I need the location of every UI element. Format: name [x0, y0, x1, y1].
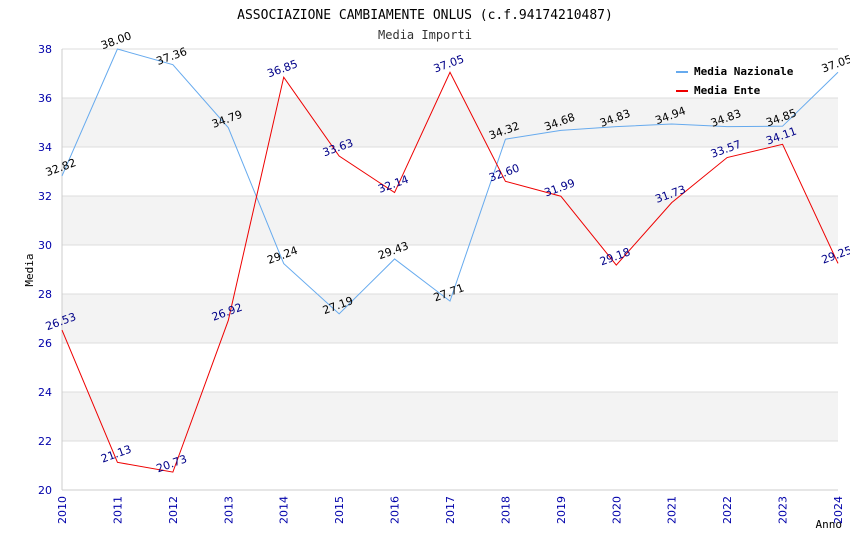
y-axis-label: Media: [23, 253, 36, 286]
x-tick-label: 2017: [444, 496, 457, 524]
data-label: 32.60: [487, 162, 521, 185]
chart-subtitle: Media Importi: [378, 28, 472, 42]
y-tick-label: 32: [38, 190, 52, 203]
y-axis-ticks: 20 22 24 26 28 30 32 34 36 38: [38, 43, 52, 497]
grid-band: [62, 98, 838, 147]
y-tick-label: 22: [38, 435, 52, 448]
x-axis-label: Anno: [816, 518, 843, 531]
legend-label-media-ente: Media Ente: [694, 84, 761, 97]
y-tick-label: 24: [38, 386, 52, 399]
y-tick-label: 38: [38, 43, 52, 56]
x-tick-label: 2024: [832, 496, 845, 524]
x-tick-label: 2011: [111, 496, 124, 524]
legend-label-media-nazionale: Media Nazionale: [694, 65, 794, 78]
x-tick-label: 2013: [222, 496, 235, 524]
y-tick-label: 36: [38, 92, 52, 105]
y-tick-label: 34: [38, 141, 52, 154]
data-label: 37.05: [432, 52, 466, 75]
background-bands: [62, 98, 838, 441]
y-tick-label: 20: [38, 484, 52, 497]
data-label: 36.85: [265, 57, 299, 80]
x-tick-label: 2012: [167, 496, 180, 524]
x-tick-label: 2021: [666, 496, 679, 524]
series-line-media-ente: [61, 71, 839, 473]
x-axis-ticks: 2010 2011 2012 2013 2014 2015 2016 2017 2018 2019…: [56, 496, 845, 524]
x-tick-label: 2015: [333, 496, 346, 524]
x-tick-label: 2018: [499, 496, 512, 524]
x-tick-label: 2010: [56, 496, 69, 524]
data-label: 29.24: [265, 244, 299, 267]
y-tick-label: 26: [38, 337, 52, 350]
grid-band: [62, 294, 838, 343]
series-line-media-nazionale: [61, 48, 839, 315]
x-tick-label: 2014: [278, 496, 291, 524]
x-tick-label: 2020: [610, 496, 623, 524]
grid-band: [62, 392, 838, 441]
data-label: 32.82: [44, 156, 78, 179]
y-tick-label: 30: [38, 239, 52, 252]
x-tick-label: 2019: [555, 496, 568, 524]
legend: Media Nazionale Media Ente: [676, 65, 794, 97]
data-label: 37.05: [820, 52, 850, 75]
x-tick-label: 2022: [721, 496, 734, 524]
x-tick-label: 2023: [777, 496, 790, 524]
x-tick-label: 2016: [389, 496, 402, 524]
grid-band: [62, 196, 838, 245]
data-label: 21.13: [99, 443, 133, 466]
y-tick-label: 28: [38, 288, 52, 301]
data-label: 29.25: [820, 244, 850, 267]
chart-title: ASSOCIAZIONE CAMBIAMENTE ONLUS (c.f.9417…: [237, 8, 613, 23]
series-lines: [61, 48, 839, 473]
axes: [61, 49, 838, 491]
